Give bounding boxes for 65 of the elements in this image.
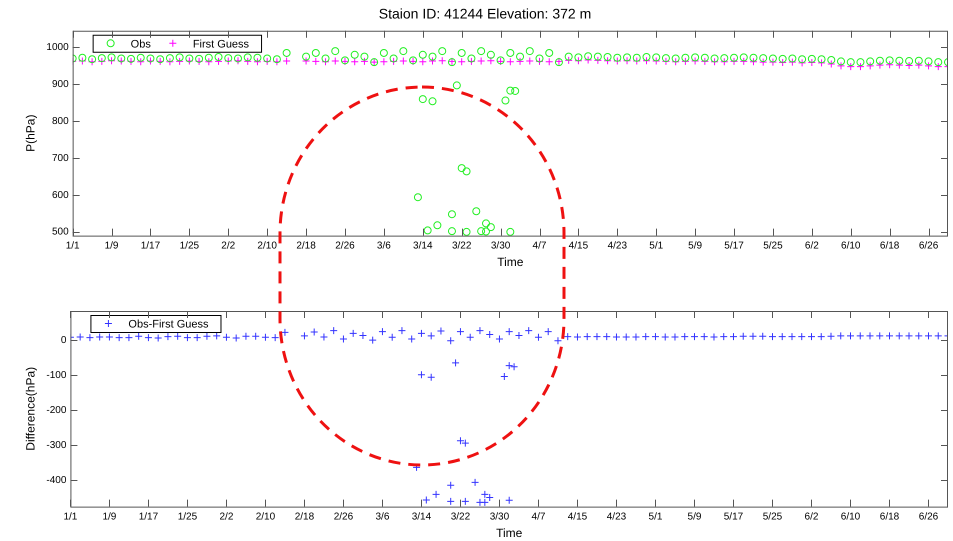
x-tick-label: 4/23 (606, 511, 627, 522)
x-tick-label: 2/10 (256, 511, 276, 522)
y-tick-label: -400 (46, 475, 67, 486)
x-tick-label: 5/1 (649, 240, 664, 252)
y-tick-label: 500 (52, 226, 70, 238)
x-tick-label: 1/9 (102, 511, 117, 522)
legend-label: Obs (130, 38, 152, 50)
x-tick-label: 2/18 (294, 511, 315, 522)
x-tick-label: 2/2 (219, 511, 234, 522)
x-tick-label: 6/26 (918, 511, 939, 522)
x-tick-label: 5/9 (688, 511, 702, 522)
x-tick-label: 1/9 (104, 240, 119, 252)
x-tick-label: 1/1 (66, 240, 80, 252)
x-tick-label: 4/15 (568, 240, 589, 252)
y-axis-title: P(hPa) (24, 114, 38, 152)
x-tick-label: 5/17 (724, 240, 744, 252)
x-tick-label: 6/26 (918, 240, 939, 252)
y-tick-label: -300 (46, 440, 67, 452)
x-tick-label: 3/14 (412, 511, 432, 522)
x-tick-label: 6/18 (880, 511, 900, 522)
y-tick-label: 700 (52, 152, 70, 164)
x-tick-label: 4/15 (568, 511, 588, 522)
x-tick-label: 3/22 (452, 240, 472, 252)
y-tick-label: 800 (52, 116, 70, 127)
legend-label: Obs-First Guess (128, 318, 209, 331)
x-tick-label: 6/2 (804, 511, 819, 522)
x-tick-label: 5/25 (763, 240, 784, 252)
x-tick-label: 6/10 (841, 240, 861, 252)
x-tick-label: 1/17 (140, 240, 161, 252)
x-tick-label: 6/10 (840, 511, 861, 522)
x-tick-label: 5/1 (648, 511, 663, 522)
x-tick-label: 1/17 (138, 511, 159, 522)
y-tick-label: -200 (46, 404, 67, 416)
x-tick-label: 1/1 (63, 511, 78, 522)
x-tick-label: 5/9 (688, 240, 703, 252)
x-tick-label: 2/26 (335, 240, 356, 252)
x-tick-label: 5/25 (762, 511, 783, 522)
x-tick-label: 2/10 (257, 240, 278, 252)
y-tick-label: 0 (60, 334, 67, 346)
y-tick-label: 1000 (46, 42, 70, 54)
x-tick-label: 6/2 (804, 240, 820, 252)
x-tick-label: 3/14 (413, 240, 433, 252)
y-tick-label: 900 (52, 79, 70, 90)
y-tick-label: 600 (52, 190, 70, 201)
y-tick-label: -100 (46, 370, 67, 381)
x-tick-label: 2/18 (296, 240, 316, 252)
x-tick-label: 3/30 (490, 240, 511, 252)
x-tick-label: 1/25 (180, 240, 200, 252)
x-tick-label: 3/6 (376, 240, 392, 252)
x-tick-label: 3/6 (375, 511, 390, 522)
x-axis-title: Time (496, 526, 523, 540)
x-tick-label: 6/18 (880, 240, 900, 252)
x-tick-label: 5/17 (724, 511, 744, 522)
legend-label: First Guess (192, 38, 250, 50)
x-tick-label: 3/30 (490, 511, 510, 522)
x-tick-label: 3/22 (450, 511, 471, 522)
x-axis-title: Time (497, 255, 524, 270)
x-tick-label: 1/25 (178, 511, 198, 522)
y-axis-title: Difference(hPa) (24, 366, 38, 451)
x-tick-label: 2/2 (221, 240, 236, 252)
x-tick-label: 4/23 (608, 240, 628, 252)
x-tick-label: 4/7 (532, 240, 547, 252)
x-tick-label: 4/7 (532, 511, 546, 522)
chart-title: Staion ID: 41244 Elevation: 372 m (378, 5, 592, 22)
x-tick-label: 2/26 (334, 511, 354, 522)
